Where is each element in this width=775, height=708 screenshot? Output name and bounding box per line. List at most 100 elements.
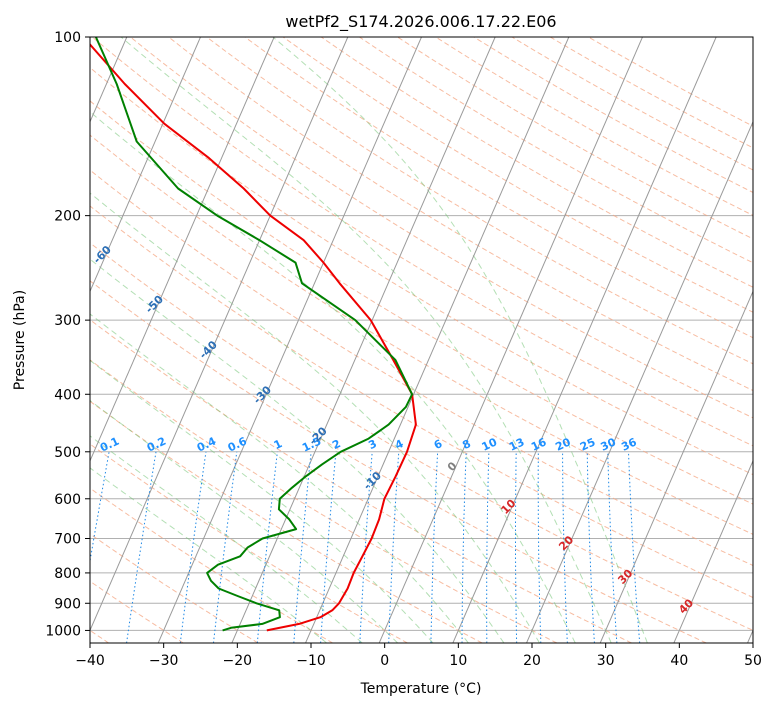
isotherm [378,37,643,643]
plot-frame [89,36,754,644]
isotherm [305,37,570,643]
isotherm-label: -10 [361,469,384,492]
y-tick-label: 700 [54,532,81,548]
isotherm-label: -80 [0,136,13,159]
mixing-ratio-label: 8 [460,437,472,452]
x-tick-label: 40 [670,653,688,669]
x-tick-label: 10 [449,653,467,669]
isotherm [599,290,753,643]
isotherm-label: -40 [197,338,220,361]
mixing-ratio-line [388,451,400,643]
isotherm [157,37,422,643]
dry-adiabat [90,205,753,599]
x-tick-label: −40 [75,653,105,669]
background-lines [90,37,753,643]
moist-adiabat [90,258,505,643]
moist-adiabat [120,37,612,643]
y-tick-label: 500 [54,445,81,461]
dry-adiabat [434,37,753,216]
dewpoint-line [94,37,414,632]
y-tick-label: 900 [54,596,81,612]
x-tick-label: 50 [744,653,762,669]
mixing-ratio-line [256,451,278,643]
x-tick-label: −10 [296,653,326,669]
moist-adiabat [272,37,648,643]
dry-adiabat [282,37,753,313]
mixing-ratio-label: 1 [272,437,284,452]
chart-title: wetPf2_S174.2026.006.17.22.E06 [285,12,556,32]
dry-adiabat [472,37,753,193]
dry-adiabat [396,37,753,240]
dry-adiabat [90,319,632,643]
y-tick-label: 1000 [45,623,81,639]
mixing-ratio-line [359,451,373,643]
isotherm [90,37,275,463]
mixing-ratio-label: 2 [330,437,342,452]
moist-adiabat [90,435,363,643]
dry-adiabat [167,37,753,392]
isotherm [747,629,753,643]
mixing-ratio-line [293,451,312,643]
y-axis-label: Pressure (hPa) [12,290,28,390]
mixing-ratio-line [607,451,618,643]
mixing-ratio-label: 6 [432,437,445,452]
mixing-ratio-line [213,451,238,643]
mixing-ratio-label: 30 [599,435,619,453]
dry-adiabat [90,66,753,476]
x-axis: −40 −30 −20 −10 0 10 20 30 40 50 [75,643,762,669]
y-tick-label: 300 [54,313,81,329]
isotherm [673,459,753,643]
mixing-ratio-label: 16 [529,435,549,453]
temperature-line [90,42,417,632]
mixing-ratio-line [628,451,641,643]
dry-adiabat [90,359,558,643]
dry-adiabat [205,37,753,365]
mixing-ratio-line [90,451,110,564]
isotherm-label: -30 [251,383,274,406]
mixing-ratio-label: 25 [578,435,597,453]
mixing-ratio-line [586,451,595,643]
isotherm [90,37,201,293]
y-tick-label: 100 [54,30,81,46]
y-tick-label: 400 [54,387,81,403]
moist-adiabat [90,399,399,643]
series-layer [90,37,417,632]
mixing-ratio-label: 20 [553,435,573,453]
x-tick-label: 20 [523,653,541,669]
isotherm [231,37,496,643]
dry-adiabat [91,37,753,447]
x-tick-label: −20 [223,653,253,669]
isotherm-label: -50 [143,293,166,316]
dry-adiabat [90,533,259,643]
mixing-ratio-label: 4 [393,437,406,452]
x-axis-label: Temperature (°C) [360,681,482,697]
mixing-ratio-line [179,451,207,643]
mixing-ratio-label: 10 [480,435,500,453]
isotherm [452,37,717,643]
dry-adiabat [90,242,753,631]
mixing-ratio-label: 36 [619,435,639,453]
moist-adiabat [90,359,434,643]
y-axis: 100 200 300 400 500 600 700 800 900 1000 [45,30,90,639]
y-tick-label: 200 [54,209,81,225]
x-tick-label: 0 [380,653,389,669]
dry-adiabat [90,443,408,643]
isotherm [526,120,753,643]
mixing-ratio-line [486,451,490,643]
dry-adiabat [90,169,753,567]
mixing-ratio-line [430,451,439,643]
grid-layer [90,37,753,631]
dry-adiabat [90,487,333,643]
dry-adiabat [90,280,707,643]
mixing-ratio-line [126,451,157,643]
mixing-ratio-label: 13 [507,435,526,453]
dry-adiabat [90,134,753,535]
y-tick-label: 600 [54,492,81,508]
dry-adiabat [90,100,753,505]
dry-adiabat [90,400,483,643]
moist-adiabat [90,192,540,643]
moist-adiabat [90,467,327,643]
x-tick-label: 30 [597,653,615,669]
moist-adiabat [90,313,469,643]
